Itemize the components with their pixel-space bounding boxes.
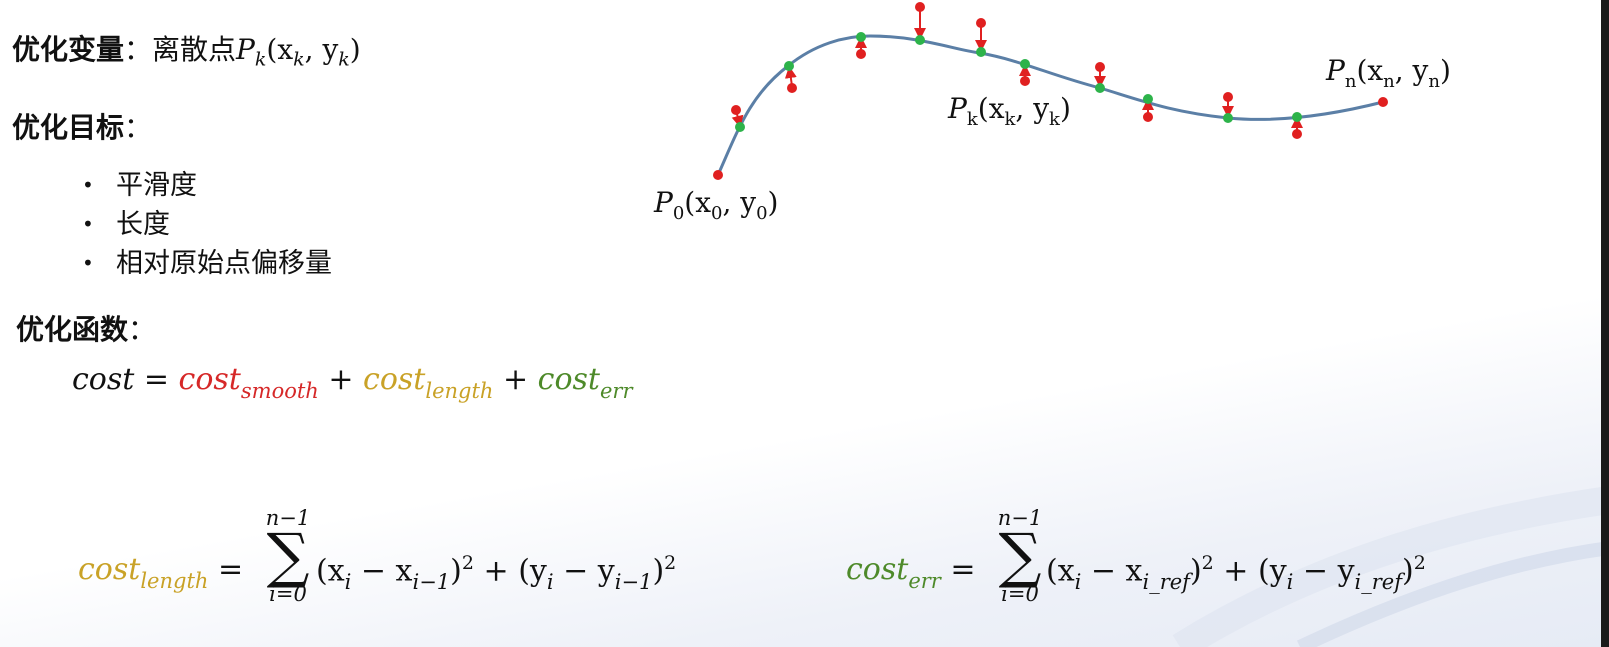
cost-length-term: costlength bbox=[363, 362, 494, 403]
optimized-point bbox=[856, 32, 866, 42]
function-colon: ： bbox=[128, 313, 157, 346]
optimized-point bbox=[784, 61, 794, 71]
variables-desc: 离散点 bbox=[152, 33, 237, 66]
original-point bbox=[713, 170, 723, 180]
original-point bbox=[1095, 62, 1105, 72]
original-point bbox=[1223, 92, 1233, 102]
err-equation-lhs: costerr = bbox=[846, 552, 976, 593]
function-label: 优化函数 bbox=[16, 313, 129, 346]
length-equation-rhs: (xi − xi−1)2 + (yi − yi−1)2 bbox=[316, 552, 677, 595]
objectives-list: • 平滑度 • 长度 • 相对原始点偏移量 bbox=[82, 166, 332, 283]
original-point bbox=[856, 49, 866, 59]
err-sum-symbol: n−1 ∑ i=0 bbox=[997, 506, 1043, 606]
original-point bbox=[1143, 112, 1153, 122]
optimized-point bbox=[1292, 112, 1302, 122]
optimized-point bbox=[1143, 94, 1153, 104]
optimized-point bbox=[976, 47, 986, 57]
function-heading: 优化函数： bbox=[16, 308, 156, 348]
original-point bbox=[731, 105, 741, 115]
optimized-point bbox=[1223, 113, 1233, 123]
bullet-icon: • bbox=[82, 173, 94, 197]
list-item: • 平滑度 bbox=[82, 166, 332, 205]
err-equation-rhs: (xi − xi_ref)2 + (yi − yi_ref)2 bbox=[1046, 552, 1426, 595]
optimized-points bbox=[735, 32, 1302, 132]
bullet-icon: • bbox=[82, 212, 94, 236]
original-point bbox=[1378, 97, 1388, 107]
original-point bbox=[787, 83, 797, 93]
variables-line: 优化变量：离散点Pk(xk, yk) bbox=[12, 28, 361, 71]
cost-equation: cost = costsmooth + costlength + costerr bbox=[72, 362, 633, 403]
label-p0: P0(x0, y0) bbox=[653, 186, 778, 224]
original-point bbox=[915, 2, 925, 12]
optimized-point bbox=[915, 35, 925, 45]
length-equation-lhs: costlength = bbox=[78, 552, 244, 593]
optimized-point bbox=[1095, 83, 1105, 93]
bullet-icon: • bbox=[82, 251, 94, 275]
list-item: • 相对原始点偏移量 bbox=[82, 244, 332, 283]
objectives-label: 优化目标 bbox=[12, 111, 125, 144]
objectives-colon: ： bbox=[124, 111, 153, 144]
cost-smooth-term: costsmooth bbox=[178, 362, 319, 403]
cost-err-term: costerr bbox=[537, 362, 633, 403]
smoothed-curve bbox=[716, 34, 1384, 176]
list-item: • 长度 bbox=[82, 205, 332, 244]
label-pn: Pn(xn, yn) bbox=[1325, 54, 1451, 92]
original-point bbox=[1020, 76, 1030, 86]
optimized-point bbox=[1020, 59, 1030, 69]
objectives-heading: 优化目标： bbox=[12, 106, 152, 146]
length-sum-symbol: n−1 ∑ i=0 bbox=[265, 506, 311, 606]
original-points bbox=[713, 2, 1388, 180]
original-point bbox=[976, 18, 986, 28]
label-pk: Pk(xk, yk) bbox=[947, 92, 1071, 130]
window-edge bbox=[1601, 0, 1609, 647]
variables-symbol: Pk(xk, yk) bbox=[236, 33, 361, 71]
variables-label: 优化变量 bbox=[12, 33, 125, 66]
optimized-point bbox=[735, 122, 745, 132]
original-point bbox=[1292, 129, 1302, 139]
variables-colon: ： bbox=[124, 33, 153, 66]
